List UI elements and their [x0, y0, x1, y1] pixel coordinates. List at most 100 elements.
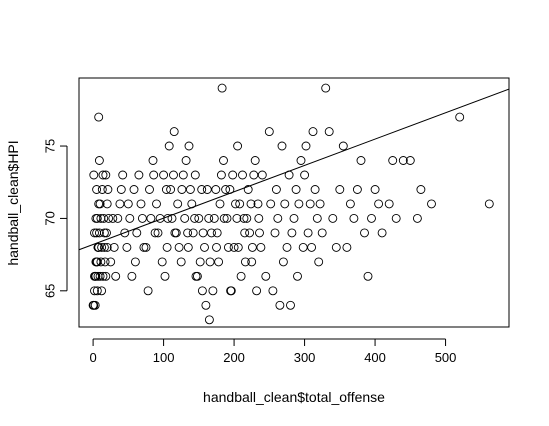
data-point: [455, 112, 465, 122]
data-point: [315, 199, 325, 209]
data-point: [180, 213, 190, 223]
data-point: [93, 242, 103, 252]
data-point: [233, 242, 243, 252]
y-axis-title: handball_clean$HPI: [5, 140, 21, 265]
data-point: [125, 213, 135, 223]
data-point: [195, 257, 205, 267]
data-points: [88, 83, 494, 325]
data-point: [219, 213, 229, 223]
data-point: [146, 213, 156, 223]
data-point: [127, 271, 137, 281]
x-axis-title: handball_clean$total_offense: [203, 389, 385, 405]
data-point: [139, 242, 149, 252]
data-point: [174, 242, 184, 252]
data-point: [314, 257, 324, 267]
data-point: [247, 257, 257, 267]
data-point: [198, 228, 208, 238]
data-point: [250, 156, 260, 165]
data-point: [289, 213, 299, 223]
data-point: [205, 257, 215, 267]
data-point: [231, 199, 240, 209]
data-point: [345, 199, 355, 209]
data-point: [242, 213, 252, 223]
data-point: [190, 213, 200, 223]
data-point: [377, 228, 387, 238]
data-point: [338, 141, 348, 151]
data-point: [221, 185, 231, 194]
data-point: [216, 170, 226, 180]
data-point: [331, 242, 341, 252]
data-point: [219, 156, 228, 165]
data-point: [169, 127, 179, 137]
data-point: [143, 286, 153, 296]
x-tick-label: 100: [153, 350, 175, 365]
data-point: [94, 228, 104, 238]
data-point: [209, 213, 219, 223]
data-point: [298, 242, 308, 252]
data-point: [223, 242, 233, 252]
data-point: [211, 185, 221, 194]
data-point: [197, 286, 207, 296]
data-point: [136, 199, 146, 209]
data-point: [161, 185, 171, 194]
data-point: [159, 170, 169, 180]
data-point: [91, 257, 101, 267]
data-point: [273, 213, 283, 223]
data-point: [264, 127, 274, 137]
data-point: [202, 185, 212, 194]
data-point: [130, 257, 140, 267]
data-point: [90, 228, 99, 238]
data-point: [212, 228, 222, 238]
data-point: [176, 257, 186, 267]
data-point: [245, 228, 255, 238]
data-point: [103, 185, 113, 194]
data-point: [303, 228, 313, 238]
data-point: [120, 228, 130, 238]
data-point: [137, 213, 147, 223]
data-point: [194, 213, 204, 223]
data-point: [95, 271, 105, 281]
data-point: [255, 228, 264, 238]
data-point: [132, 228, 142, 238]
data-point: [101, 170, 111, 180]
data-point: [148, 156, 158, 165]
data-point: [191, 271, 201, 281]
data-point: [177, 185, 187, 194]
data-point: [102, 228, 111, 238]
data-point: [118, 170, 128, 180]
data-point: [197, 185, 207, 194]
data-point: [312, 213, 322, 223]
data-point: [277, 141, 287, 151]
data-point: [427, 199, 436, 209]
data-point: [286, 300, 295, 310]
data-point: [240, 257, 250, 267]
data-point: [243, 185, 253, 194]
data-point: [102, 199, 112, 209]
data-point: [99, 213, 109, 223]
data-point: [398, 156, 408, 165]
y-tick-label: 70: [42, 211, 57, 225]
data-point: [215, 199, 225, 209]
data-point: [335, 185, 345, 194]
x-tick-label: 500: [435, 350, 457, 365]
data-point: [374, 199, 384, 209]
data-point: [268, 286, 278, 296]
data-point: [308, 127, 318, 137]
data-point: [212, 242, 221, 252]
data-point: [300, 170, 310, 180]
data-point: [301, 141, 311, 151]
data-point: [106, 257, 116, 267]
regression-line: [78, 88, 510, 251]
data-point: [253, 199, 263, 209]
data-point: [96, 257, 106, 267]
data-point: [90, 300, 100, 310]
data-point: [99, 228, 109, 238]
data-point: [204, 213, 214, 223]
data-point: [342, 242, 352, 252]
data-point: [149, 170, 159, 180]
data-point: [239, 213, 249, 223]
data-point: [109, 242, 119, 252]
y-tick-label: 75: [42, 139, 57, 153]
data-point: [226, 286, 236, 296]
